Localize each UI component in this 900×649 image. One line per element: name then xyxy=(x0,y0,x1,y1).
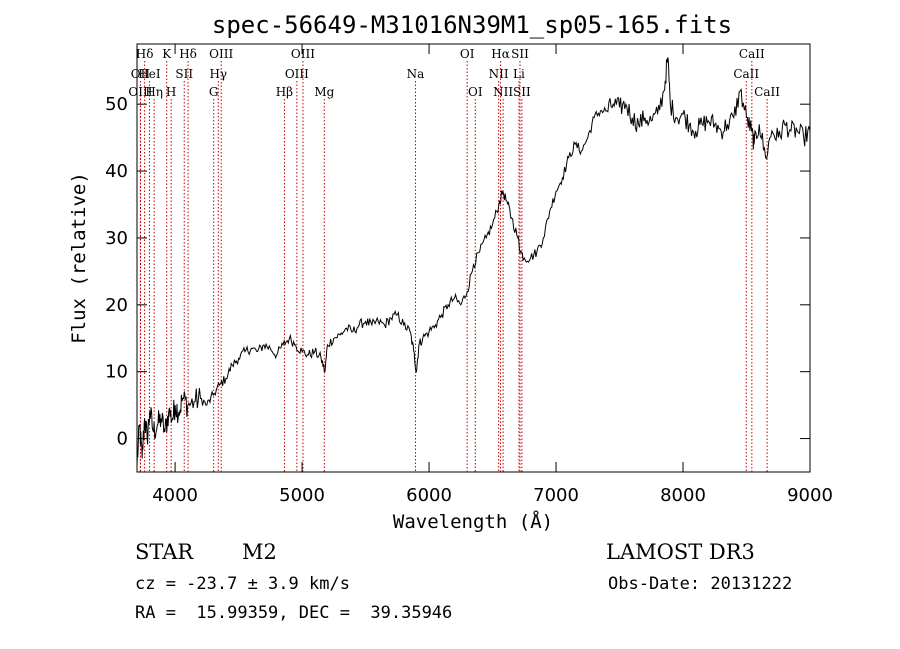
observation-date: Obs-Date: 20131222 xyxy=(608,574,793,594)
line-label: Na xyxy=(407,67,425,81)
line-label: CaII xyxy=(754,85,780,99)
y-tick-label: 10 xyxy=(105,362,128,383)
spectrum-line xyxy=(136,57,811,466)
coordinates: RA = 15.99359, DEC = 39.35946 xyxy=(135,603,453,623)
object-class: STAR xyxy=(135,540,194,564)
y-tick-label: 40 xyxy=(105,161,128,182)
line-label: SII xyxy=(511,47,529,61)
axis-ticks: 4000 5000 6000 7000 8000 9000 0 10 20 30 40 50 xyxy=(105,44,833,506)
line-label: Li xyxy=(513,67,525,81)
line-label: SII xyxy=(175,67,193,81)
line-label: OIII xyxy=(128,85,152,99)
line-label: Hη xyxy=(145,85,163,99)
line-label: CaII xyxy=(733,67,759,81)
chart-title: spec-56649-M31016N39M1_sp05-165.fits xyxy=(212,11,732,39)
line-label: SII xyxy=(513,85,531,99)
y-tick-label: 20 xyxy=(105,295,128,316)
line-label: CaII xyxy=(739,47,765,61)
line-label: Hβ xyxy=(276,85,293,99)
line-label: Hα xyxy=(491,47,510,61)
line-label: K xyxy=(162,47,172,61)
line-label: OII xyxy=(131,67,151,81)
line-label: OI xyxy=(460,47,475,61)
plot-frame xyxy=(136,43,811,473)
line-label: OI xyxy=(468,85,483,99)
y-tick-label: 30 xyxy=(105,228,128,249)
line-label: OIII xyxy=(291,47,315,61)
line-label: NII xyxy=(493,85,513,99)
line-label: Mg xyxy=(314,85,334,99)
line-label: NII xyxy=(489,67,509,81)
survey-name: LAMOST DR3 xyxy=(606,540,755,564)
y-tick-label: 50 xyxy=(105,94,128,115)
y-axis-label: Flux (relative) xyxy=(68,172,90,344)
x-tick-label: 9000 xyxy=(787,485,833,506)
line-label: G xyxy=(209,85,219,99)
line-label: OIII xyxy=(285,67,309,81)
x-tick-label: 6000 xyxy=(406,485,452,506)
spectrum-series xyxy=(136,57,811,466)
line-label: Hδ xyxy=(136,47,154,61)
x-tick-label: 4000 xyxy=(152,485,198,506)
line-label: OIII xyxy=(209,47,233,61)
x-tick-label: 5000 xyxy=(279,485,325,506)
line-label: H xyxy=(166,85,176,99)
x-tick-label: 7000 xyxy=(533,485,579,506)
line-label: Hγ xyxy=(209,67,227,81)
object-subclass: M2 xyxy=(242,540,277,564)
y-tick-label: 0 xyxy=(117,429,128,450)
redshift-velocity: cz = -23.7 ± 3.9 km/s xyxy=(135,574,350,594)
line-label: HeI xyxy=(138,67,161,81)
x-tick-label: 8000 xyxy=(660,485,706,506)
line-label: Hδ xyxy=(179,47,197,61)
x-axis-label: Wavelength (Å) xyxy=(393,510,553,533)
